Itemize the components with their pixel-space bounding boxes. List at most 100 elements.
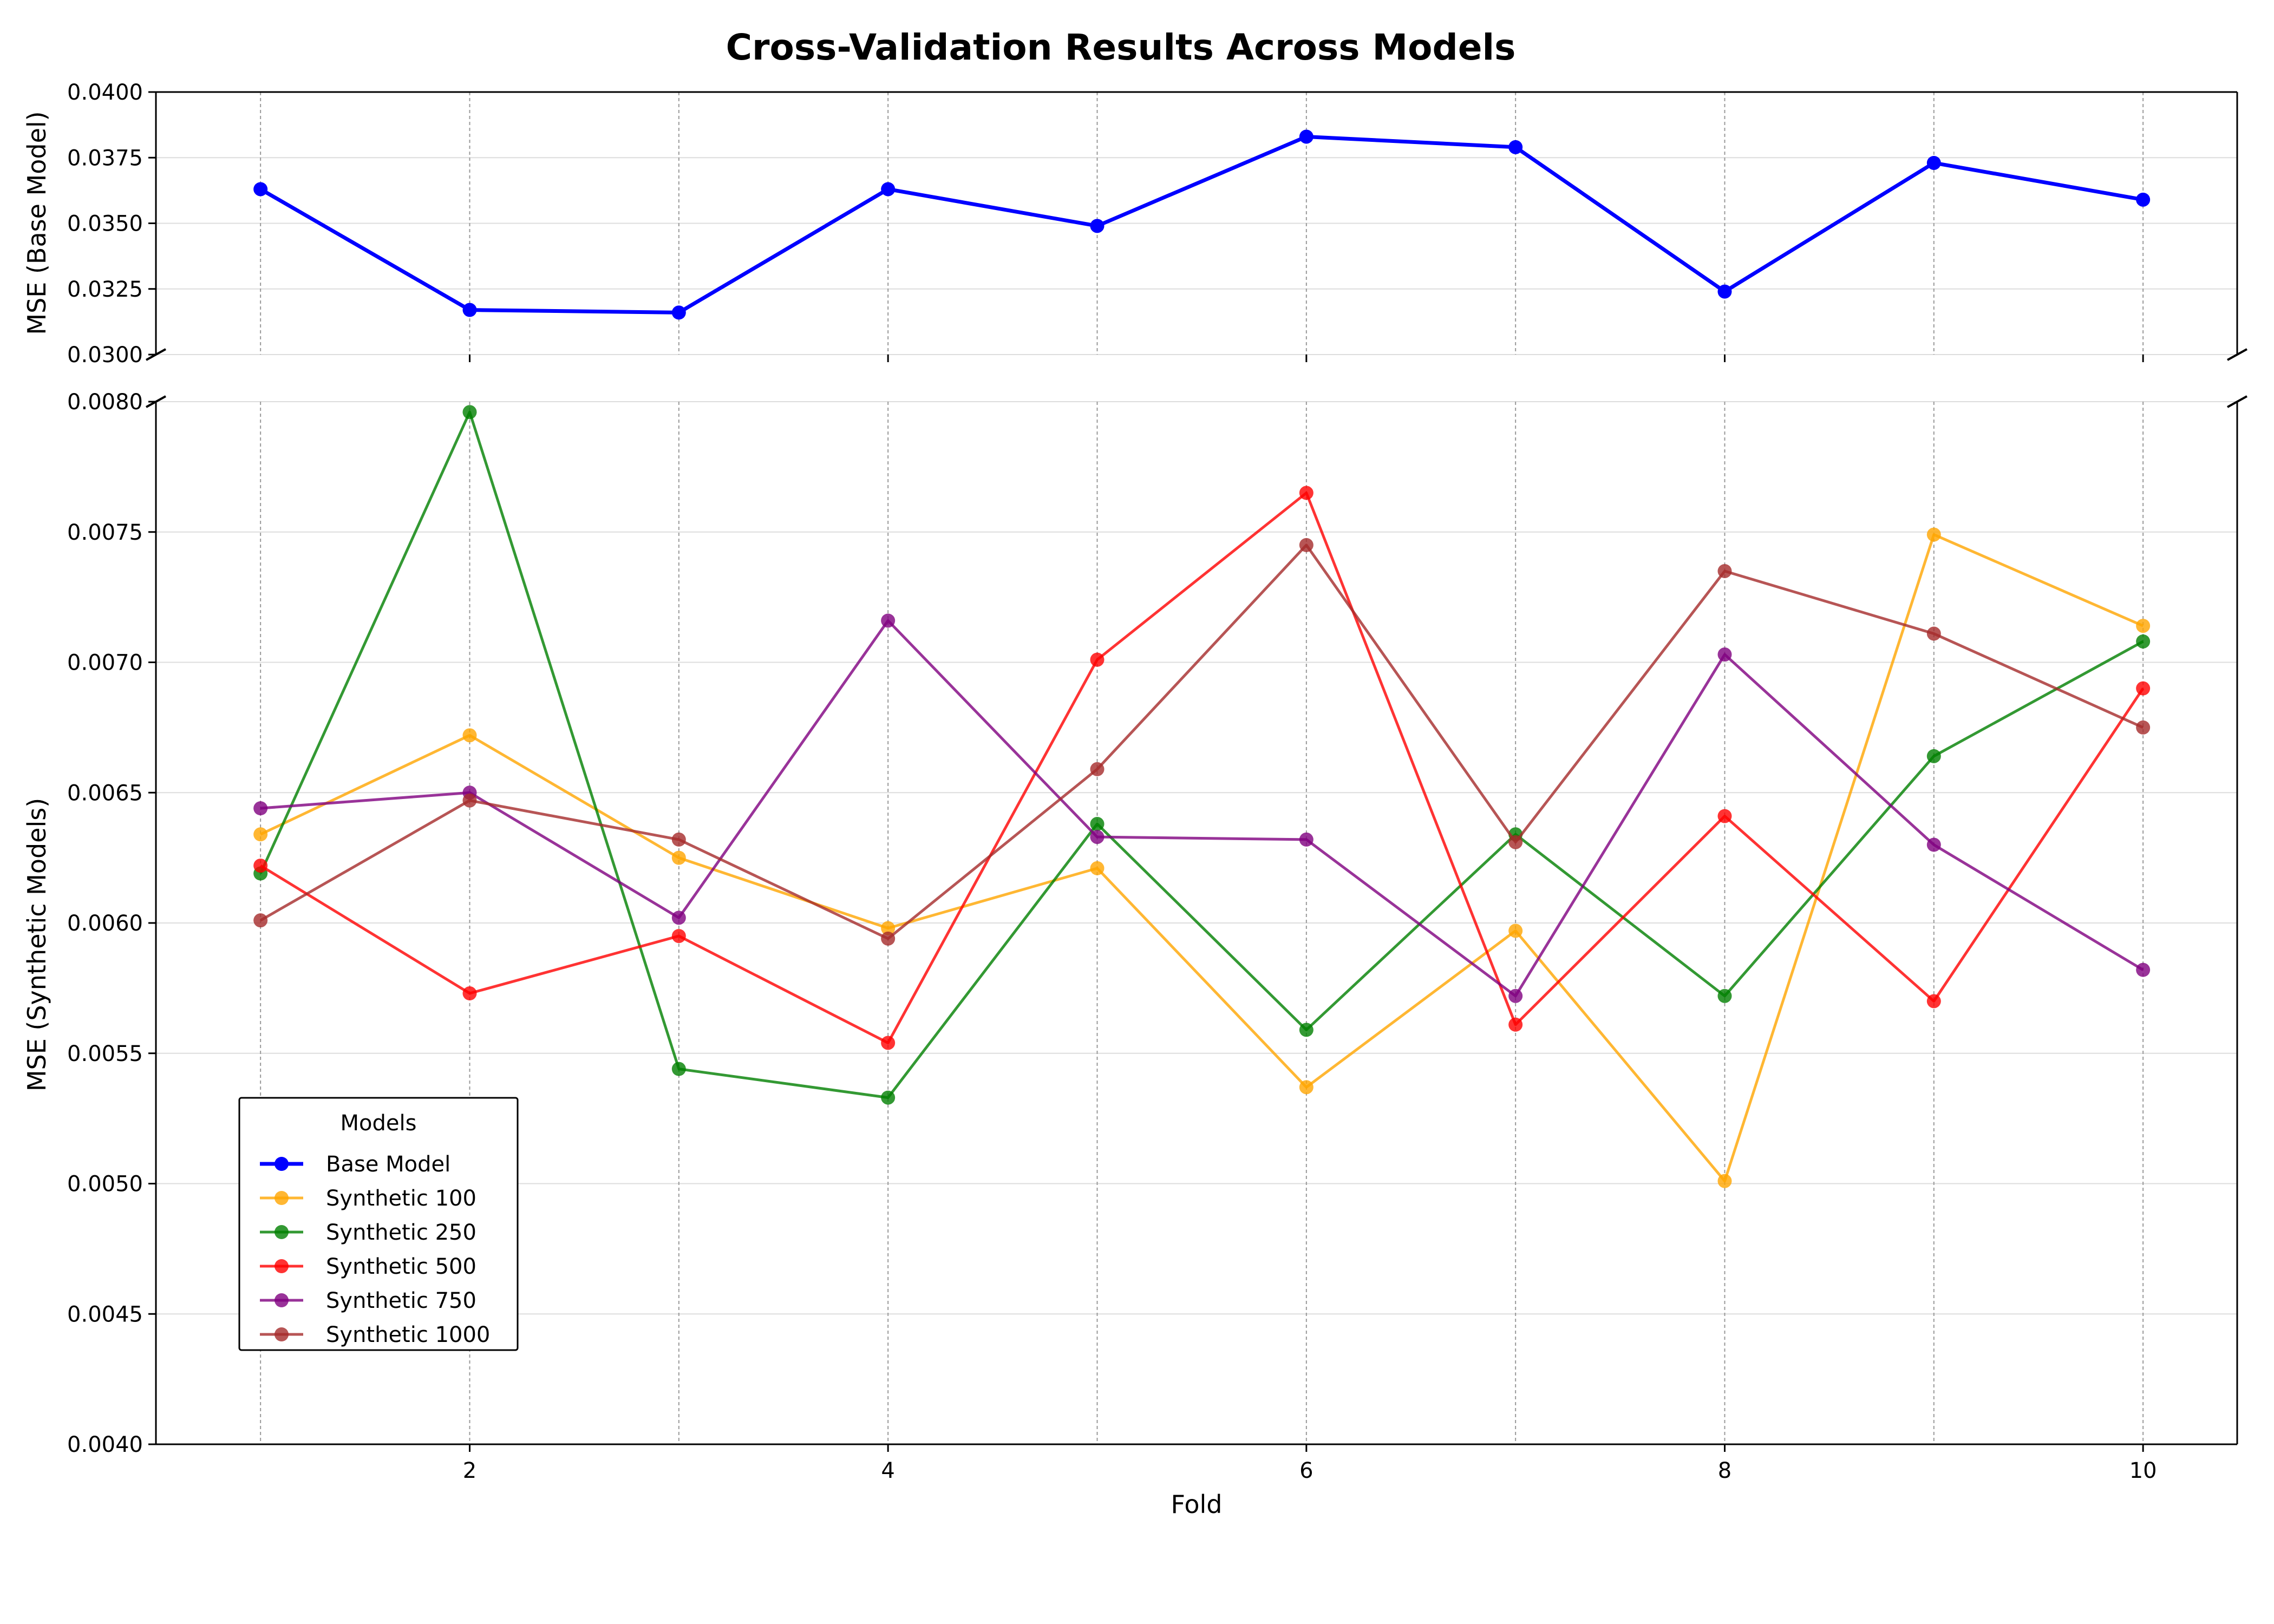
data-point bbox=[1299, 129, 1314, 144]
data-point bbox=[671, 1062, 686, 1076]
top-y-tick-label: 0.0300 bbox=[67, 343, 143, 368]
x-axis-label: Fold bbox=[1171, 1490, 1223, 1519]
data-point bbox=[671, 911, 686, 925]
data-point bbox=[1090, 861, 1105, 875]
data-point bbox=[1717, 647, 1732, 662]
data-point bbox=[253, 801, 268, 816]
bottom-y-tick-label: 0.0060 bbox=[67, 911, 143, 936]
data-point bbox=[462, 303, 477, 317]
data-point bbox=[2136, 720, 2151, 735]
data-point bbox=[1926, 994, 1941, 1009]
data-point bbox=[1508, 140, 1523, 154]
legend-swatch-marker bbox=[275, 1259, 289, 1273]
legend-entry: Synthetic 1000 bbox=[326, 1322, 490, 1347]
bottom-y-tick-label: 0.0080 bbox=[67, 390, 143, 415]
legend-swatch-marker bbox=[275, 1327, 289, 1341]
x-tick-label: 6 bbox=[1299, 1458, 1313, 1483]
bottom-panel: 0.0040 0.0045 0.0050 0.0055 0.0060 0.0065 0.00… bbox=[67, 390, 2238, 1483]
top-y-tick-label: 0.0325 bbox=[67, 277, 143, 302]
data-point bbox=[1090, 652, 1105, 667]
data-point bbox=[881, 921, 896, 935]
data-point bbox=[253, 827, 268, 842]
data-point bbox=[462, 728, 477, 743]
top-y-tick-label: 0.0350 bbox=[67, 212, 143, 237]
legend-entry: Synthetic 500 bbox=[326, 1254, 476, 1279]
data-point bbox=[1090, 762, 1105, 776]
series-line-base-model bbox=[259, 134, 2144, 315]
data-point bbox=[1717, 564, 1732, 578]
x-tick-label: 8 bbox=[1718, 1458, 1731, 1483]
axis-break-mark bbox=[146, 348, 166, 361]
top-y-axis-label: MSE (Base Model) bbox=[22, 111, 51, 335]
bottom-y-tick-label: 0.0070 bbox=[67, 651, 143, 676]
data-point bbox=[1508, 988, 1523, 1003]
chart-title: Cross-Validation Results Across Models bbox=[726, 27, 1516, 68]
data-point bbox=[1926, 527, 1941, 542]
series-line-synthetic-1000 bbox=[259, 543, 2144, 940]
data-point bbox=[881, 931, 896, 946]
data-point bbox=[881, 1090, 896, 1105]
legend-entry: Synthetic 250 bbox=[326, 1220, 476, 1245]
data-point bbox=[1299, 486, 1314, 500]
bottom-y-tick-label: 0.0050 bbox=[67, 1172, 143, 1197]
bottom-y-tick-label: 0.0065 bbox=[67, 781, 143, 806]
bottom-y-axis-label: MSE (Synthetic Models) bbox=[22, 798, 51, 1091]
x-tick-label: 2 bbox=[463, 1458, 476, 1483]
data-point bbox=[1090, 830, 1105, 844]
data-point bbox=[1717, 284, 1732, 299]
data-point bbox=[2136, 681, 2151, 696]
data-point bbox=[881, 613, 896, 628]
data-point bbox=[253, 859, 268, 873]
data-point bbox=[1926, 155, 1941, 170]
data-point bbox=[253, 913, 268, 928]
series-line-synthetic-500 bbox=[259, 492, 2145, 1044]
data-point bbox=[1926, 749, 1941, 763]
data-point bbox=[881, 1036, 896, 1050]
series-line-synthetic-750 bbox=[260, 619, 2144, 998]
legend-swatch-marker bbox=[275, 1157, 289, 1171]
data-point bbox=[462, 405, 477, 420]
axis-break-mark bbox=[2227, 348, 2247, 361]
bottom-y-tick-label: 0.0040 bbox=[67, 1432, 143, 1457]
data-point bbox=[1299, 1080, 1314, 1095]
data-point bbox=[1717, 809, 1732, 823]
data-point bbox=[671, 929, 686, 944]
legend: Models Base Model Synthetic 100 Synthetic 2… bbox=[238, 1097, 519, 1351]
data-point bbox=[881, 182, 896, 197]
bottom-y-tick-label: 0.0055 bbox=[67, 1042, 143, 1066]
legend-entry: Base Model bbox=[326, 1152, 450, 1177]
data-point bbox=[2136, 619, 2151, 633]
data-point bbox=[2136, 962, 2151, 977]
data-point bbox=[1090, 219, 1105, 233]
data-point bbox=[1508, 835, 1523, 849]
data-point bbox=[2136, 634, 2151, 649]
data-point bbox=[671, 850, 686, 865]
series-line-synthetic-250 bbox=[259, 410, 2144, 1099]
x-tick-label: 10 bbox=[2129, 1458, 2157, 1483]
axis-break-mark bbox=[2227, 395, 2247, 408]
data-point bbox=[1299, 832, 1314, 847]
legend-entry: Synthetic 100 bbox=[326, 1186, 476, 1211]
bottom-y-tick-label: 0.0075 bbox=[67, 520, 143, 545]
x-tick-label: 4 bbox=[881, 1458, 894, 1483]
legend-entry: Synthetic 750 bbox=[326, 1288, 476, 1313]
data-point bbox=[462, 793, 477, 808]
data-point bbox=[253, 182, 268, 197]
data-point bbox=[462, 986, 477, 1001]
data-point bbox=[2136, 192, 2151, 207]
data-point bbox=[1926, 626, 1941, 641]
data-point bbox=[1717, 1174, 1732, 1188]
data-point bbox=[1717, 988, 1732, 1003]
legend-swatch-marker bbox=[275, 1293, 289, 1307]
legend-title: Models bbox=[341, 1111, 417, 1136]
data-point bbox=[1508, 1017, 1523, 1032]
data-point bbox=[1926, 837, 1941, 852]
data-point bbox=[671, 832, 686, 847]
data-point bbox=[1299, 1023, 1314, 1037]
legend-box bbox=[238, 1097, 519, 1351]
data-point bbox=[1299, 538, 1314, 552]
top-y-tick-label: 0.0400 bbox=[67, 80, 143, 105]
axis-break-mark bbox=[146, 395, 166, 408]
